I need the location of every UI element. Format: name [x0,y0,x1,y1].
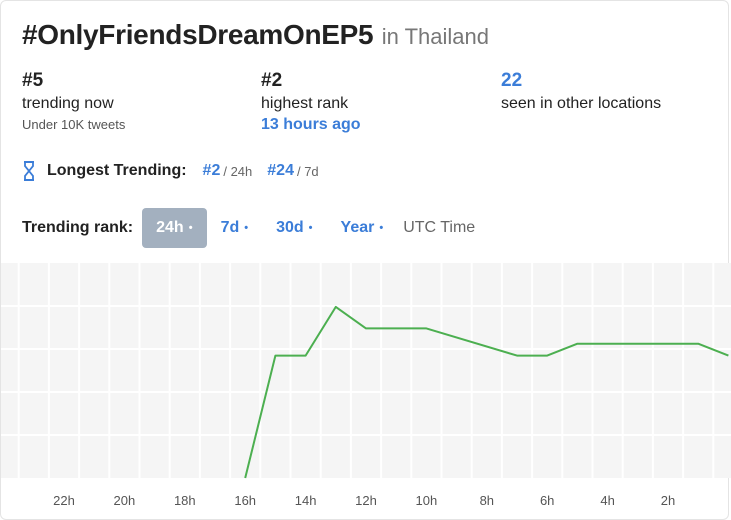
x-tick-label: 6h [540,493,554,508]
longest-trending-label: Longest Trending: [47,162,187,179]
x-tick-label: 14h [295,493,317,508]
range-button-label: Year [340,219,375,236]
x-tick-label: 18h [174,493,196,508]
series-point[interactable] [360,322,372,334]
series-point[interactable] [571,338,583,350]
x-tick-label: 8h [480,493,494,508]
hourglass-icon [24,161,34,181]
chart-series [239,301,729,484]
stat-highest-rank: #2 highest rank 13 hours ago [261,69,361,135]
range-button-year[interactable]: Year • [327,208,398,248]
highest-rank-label: highest rank [261,95,349,112]
chart-x-ticks: 22h 20h 18h 16h 14h 12h 10h 8h 6h 4h 2h [53,493,675,508]
other-locations-label: seen in other locations [501,95,662,112]
trend-location: in Thailand [381,24,489,49]
dot-indicator: • [244,222,249,234]
range-button-24h[interactable]: 24h • [142,208,207,248]
series-point[interactable] [330,301,342,313]
title-row: #OnlyFriendsDreamOnEP5 in Thailand [22,19,489,51]
current-rank: #5 [22,70,44,91]
series-point[interactable] [541,350,553,362]
dot-indicator: • [188,222,193,234]
utc-time-toggle[interactable]: UTC Time [403,219,476,236]
series-point[interactable] [239,472,251,484]
trending-rank-label: Trending rank: [22,219,134,236]
longest-trending: Longest Trending: #2 / 24h #24 / 7d [23,161,334,181]
dot-indicator: • [308,222,313,234]
x-tick-label: 20h [114,493,136,508]
stat-other-locations: 22 seen in other locations [501,69,661,115]
longest-rank-7d-link[interactable]: #24 [267,162,294,179]
series-point[interactable] [511,350,523,362]
current-rank-label: trending now [22,95,114,112]
highest-rank-time-link[interactable]: 13 hours ago [261,116,361,133]
x-tick-label: 10h [416,493,438,508]
range-selector: Trending rank: 24h • 7d • 30d • Year • UTC T… [22,208,475,248]
series-line[interactable] [244,305,729,479]
chart-grid [1,263,731,478]
longest-rank-24h-link[interactable]: #2 [202,162,221,179]
trending-rank-chart: 22h 20h 18h 16h 14h 12h 10h 8h 6h 4h 2h [1,263,731,508]
longest-period-24h: / 24h [223,163,253,179]
tweet-volume: Under 10K tweets [22,117,126,132]
series-point[interactable] [300,350,312,362]
other-locations-count-link[interactable]: 22 [501,70,523,91]
x-tick-label: 4h [600,493,614,508]
series-point[interactable] [692,338,704,350]
x-tick-label: 2h [661,493,675,508]
series-point[interactable] [269,350,281,362]
x-tick-label: 22h [53,493,75,508]
dot-indicator: • [379,222,384,234]
range-button-7d[interactable]: 7d • [207,208,263,248]
x-tick-label: 12h [355,493,377,508]
range-button-label: 24h [156,219,184,236]
range-button-30d[interactable]: 30d • [262,208,326,248]
series-point[interactable] [420,322,432,334]
stat-trending-now: #5 trending now Under 10K tweets [22,69,125,135]
chart-plot-area [1,263,731,478]
longest-period-7d: / 7d [296,163,319,179]
range-button-label: 30d [276,219,304,236]
highest-rank: #2 [261,70,283,91]
x-tick-label: 16h [234,493,256,508]
range-button-label: 7d [220,219,240,236]
trend-hashtag[interactable]: #OnlyFriendsDreamOnEP5 [22,19,374,50]
